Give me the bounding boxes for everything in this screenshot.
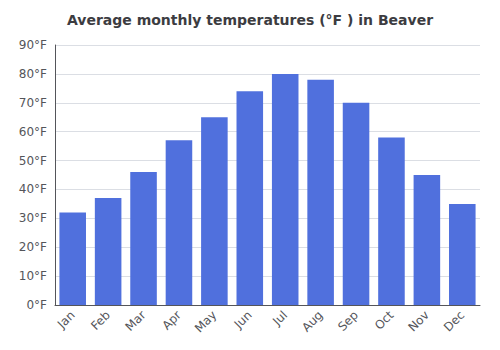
- svg-text:0°F: 0°F: [26, 298, 47, 312]
- svg-text:20°F: 20°F: [19, 240, 47, 254]
- svg-text:80°F: 80°F: [19, 67, 47, 81]
- svg-text:70°F: 70°F: [19, 96, 47, 110]
- svg-text:Mar: Mar: [123, 308, 149, 334]
- svg-text:May: May: [192, 308, 219, 335]
- svg-text:90°F: 90°F: [19, 38, 47, 52]
- svg-text:60°F: 60°F: [19, 125, 47, 139]
- svg-text:30°F: 30°F: [19, 211, 47, 225]
- svg-text:Jan: Jan: [54, 308, 78, 332]
- svg-text:Jun: Jun: [231, 308, 255, 332]
- svg-text:50°F: 50°F: [19, 154, 47, 168]
- svg-text:Nov: Nov: [405, 308, 431, 334]
- svg-text:Feb: Feb: [88, 308, 113, 333]
- svg-text:Jul: Jul: [269, 308, 290, 329]
- svg-text:Sep: Sep: [335, 308, 361, 334]
- svg-text:10°F: 10°F: [19, 269, 47, 283]
- svg-text:Apr: Apr: [159, 308, 184, 333]
- svg-text:Oct: Oct: [372, 308, 397, 333]
- svg-text:Dec: Dec: [441, 308, 467, 334]
- svg-text:Average monthly temperatures (: Average monthly temperatures (°F ) in Be…: [67, 12, 433, 28]
- svg-text:Aug: Aug: [299, 308, 325, 334]
- svg-text:40°F: 40°F: [19, 182, 47, 196]
